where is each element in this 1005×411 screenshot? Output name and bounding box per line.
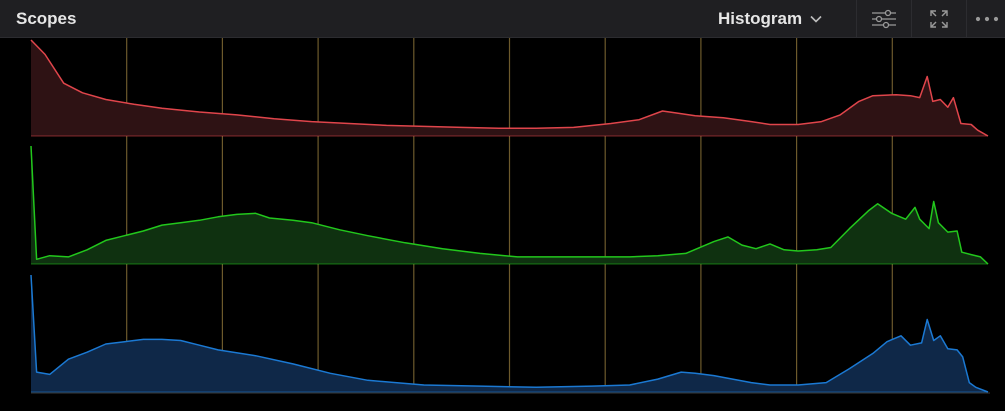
more-options-button[interactable] (966, 0, 1005, 37)
green-channel-area (31, 146, 988, 264)
more-icon (975, 16, 998, 21)
expand-scope-button[interactable] (911, 0, 966, 37)
scope-mode-label: Histogram (718, 9, 803, 28)
blue-channel-area (31, 275, 988, 392)
scope-settings-button[interactable] (856, 0, 911, 37)
histogram-display (0, 38, 1005, 411)
panel-title: Scopes (16, 9, 77, 28)
sliders-icon (872, 9, 896, 28)
blue-channel-line (30, 274, 989, 393)
scope-mode-dropdown[interactable]: Histogram (718, 4, 848, 34)
red-channel-area (31, 40, 988, 136)
red-channel-line (30, 39, 989, 137)
green-channel-line (30, 145, 989, 265)
scopes-header: Scopes Histogram (0, 0, 1005, 38)
expand-icon (930, 9, 948, 28)
chevron-down-icon (810, 15, 822, 23)
histogram-chart (30, 38, 990, 394)
